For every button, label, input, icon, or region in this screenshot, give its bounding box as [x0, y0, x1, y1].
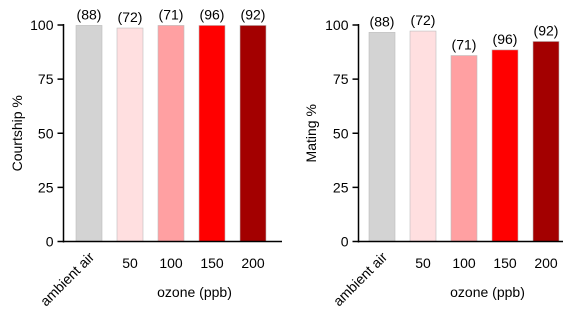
chart2-bar-2: [409, 30, 437, 242]
chart1-x-tick-label-4: 150: [200, 255, 224, 271]
chart2-y-tick-label-5: 100: [325, 17, 349, 33]
chart2-bar-label-1: (88): [370, 13, 395, 29]
chart1-bar-label-5: (92): [241, 6, 266, 22]
chart1-x-tick-label-3: 100: [159, 255, 183, 271]
chart2-x-axis-title: ozone (ppb): [450, 284, 525, 300]
chart1-y-axis-title: Courtship %: [9, 95, 25, 171]
chart1-y-tick-label-4: 75: [38, 71, 54, 87]
chart1-bar-5: [239, 25, 267, 242]
chart1-bar-label-1: (88): [77, 6, 102, 22]
chart1-x-tick-label-2: 50: [122, 255, 138, 271]
chart2-y-tick-label-3: 50: [333, 125, 349, 141]
chart2-y-axis-title: Mating %: [303, 104, 319, 162]
chart1-x-tick-label-1: ambient air: [37, 249, 98, 310]
chart2-y-tick-label-1: 0: [341, 234, 349, 250]
chart1-bar-4: [198, 25, 226, 242]
chart2-x-tick-label-5: 200: [534, 255, 558, 271]
chart2-bar-4: [491, 49, 519, 242]
chart2-bar-label-4: (96): [493, 31, 518, 47]
chart2-bar-label-5: (92): [534, 22, 559, 38]
chart1-bar-label-3: (71): [159, 6, 184, 22]
chart1-x-tick-label-5: 200: [241, 255, 265, 271]
chart2-x-tick-label-1: ambient air: [330, 249, 391, 310]
chart1-bar-label-4: (96): [200, 6, 225, 22]
chart1-bar-1: [75, 25, 103, 242]
chart1-x-axis-title: ozone (ppb): [157, 284, 232, 300]
chart2-x-tick-label-3: 100: [452, 255, 476, 271]
chart1-bar-label-2: (72): [118, 9, 143, 25]
chart1-y-tick-label-5: 100: [30, 17, 54, 33]
chart1-y-tick-label-2: 25: [38, 179, 54, 195]
chart2-bar-3: [450, 55, 478, 242]
chart2-bar-label-3: (71): [452, 37, 477, 53]
chart1-y-tick-label-1: 0: [46, 234, 54, 250]
chart2-x-tick-label-2: 50: [415, 255, 431, 271]
chart2-bar-label-2: (72): [411, 12, 436, 28]
chart2-bar-1: [368, 32, 396, 242]
chart2-y-tick-label-4: 75: [333, 71, 349, 87]
chart2-bar-5: [532, 41, 560, 242]
chart2-y-tick-label-2: 25: [333, 179, 349, 195]
chart1-bar-3: [157, 25, 185, 242]
chart2-x-tick-label-4: 150: [493, 255, 517, 271]
chart1-y-tick-label-3: 50: [38, 125, 54, 141]
chart1-bar-2: [116, 27, 144, 242]
